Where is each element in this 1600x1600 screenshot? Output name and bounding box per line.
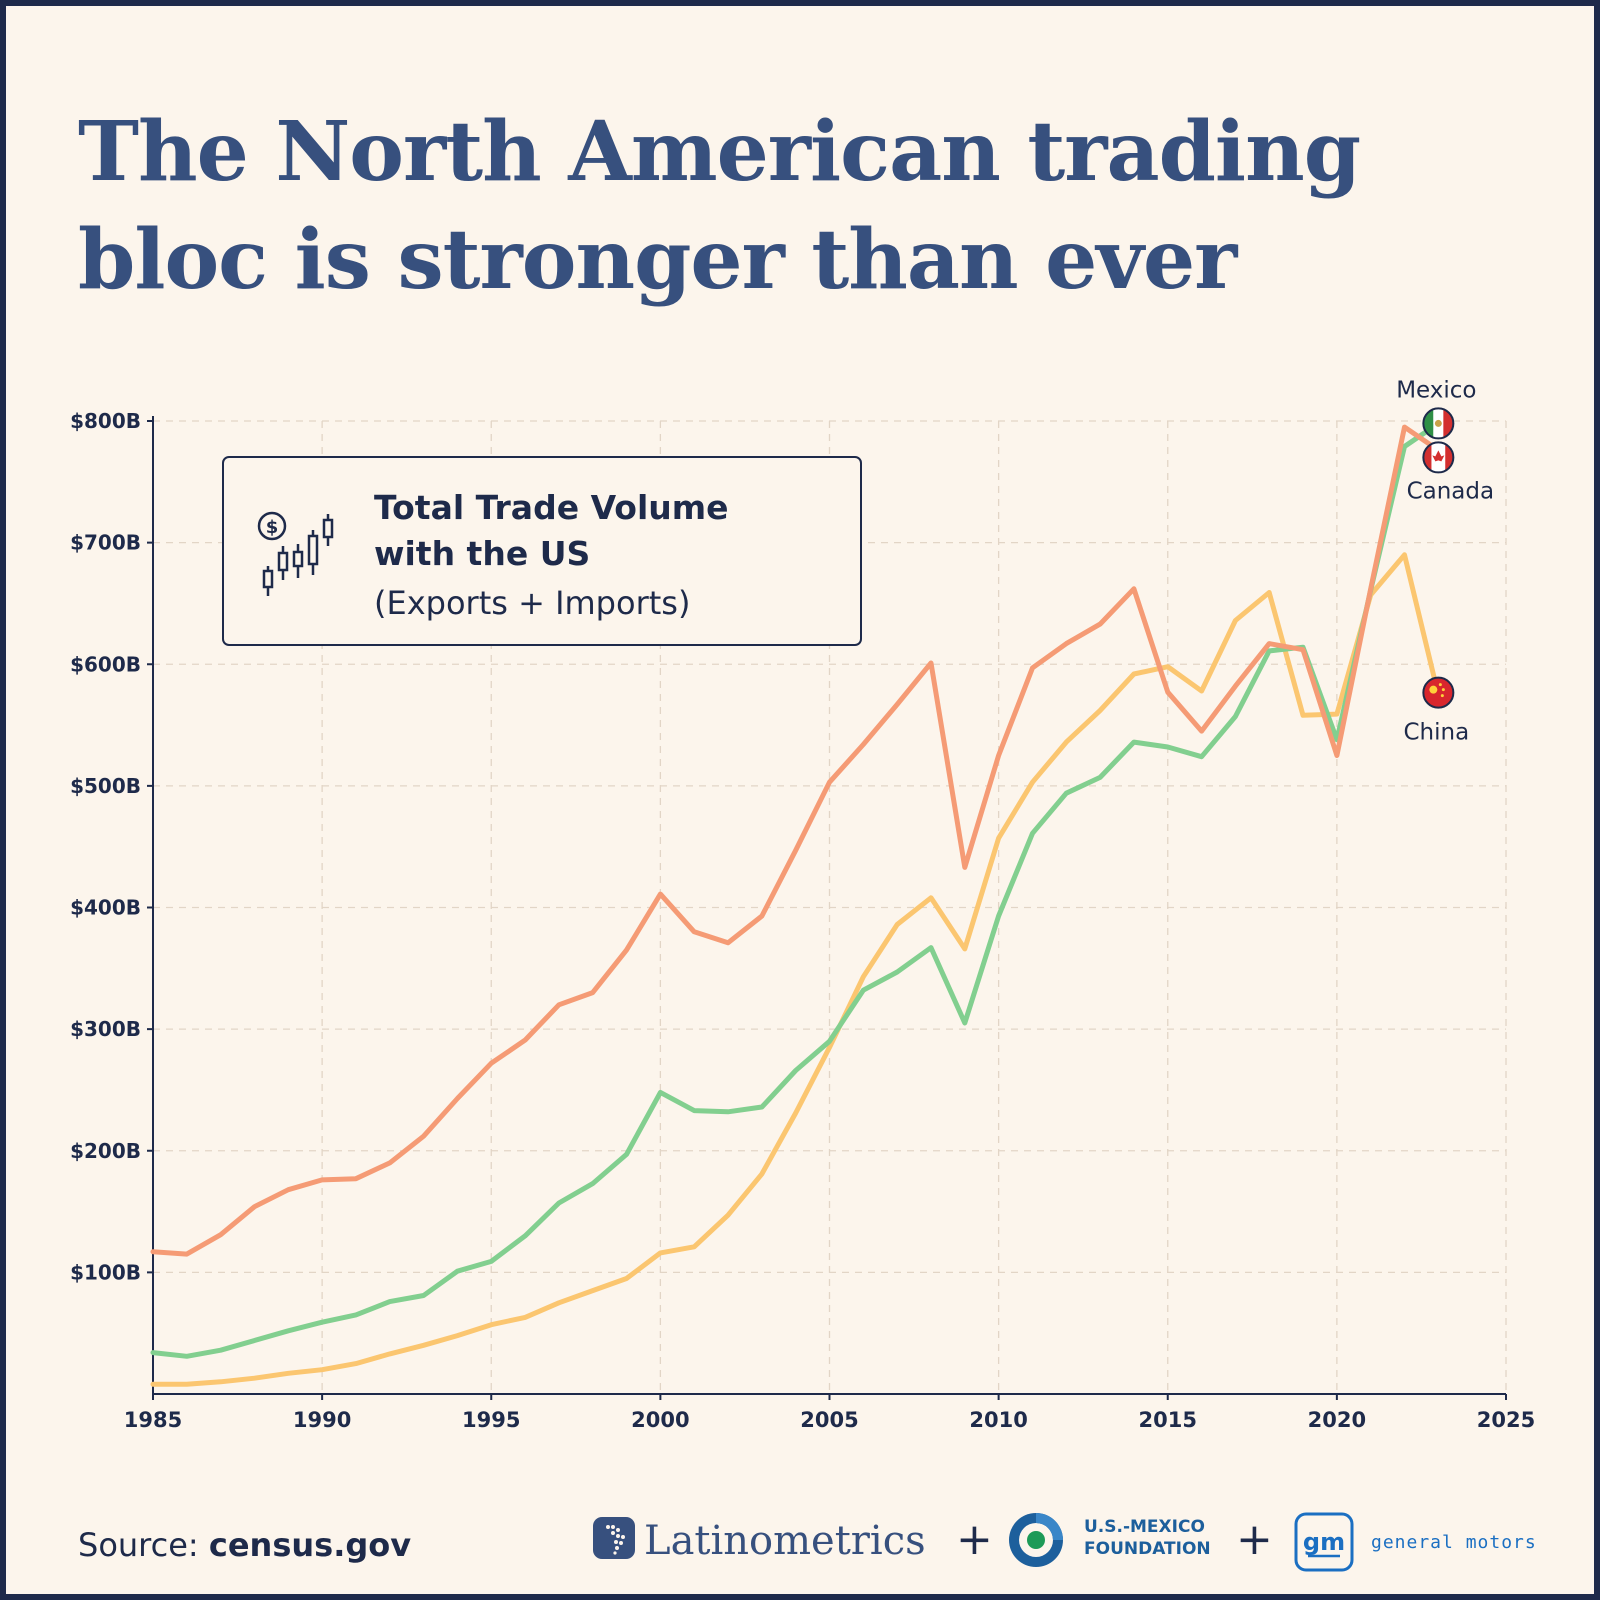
y-tick-label: $700B [70, 531, 141, 555]
svg-text:$: $ [266, 517, 279, 538]
series-line-china [150, 552, 1441, 1387]
legend-subtitle: (Exports + Imports) [374, 584, 691, 622]
axes [147, 416, 1507, 1400]
series-annotations: Mexico Canada China [1396, 377, 1494, 745]
mexico-flag-icon [1422, 407, 1455, 440]
y-tick-label: $500B [70, 774, 141, 798]
china-flag-icon [1422, 676, 1455, 709]
page-title: The North American trading bloc is stron… [78, 104, 1361, 308]
x-tick-label: 2020 [1308, 1408, 1366, 1432]
x-tick-label: 2000 [631, 1408, 689, 1432]
y-tick-label: $400B [70, 896, 141, 920]
usmf-line2: FOUNDATION [1084, 1539, 1211, 1559]
tick-labels: $100B $200B $300B $400B $500B $600B $700B $800B… [70, 409, 1535, 1432]
x-tick-label: 1990 [293, 1408, 351, 1432]
x-tick-label: 1995 [462, 1408, 520, 1432]
legend-box: $ Total Trade Volume with the US (Export… [222, 456, 862, 646]
series-lines [150, 420, 1441, 1387]
series-label-china: China [1403, 720, 1469, 746]
x-tick-label: 1985 [124, 1408, 182, 1432]
gm-mark: gm [1303, 1528, 1345, 1556]
series-label-canada: Canada [1407, 478, 1495, 504]
legend-title-line2: with the US [374, 534, 591, 573]
usmf-logo-text: U.S.-MEXICO FOUNDATION [1084, 1516, 1224, 1560]
legend-title-line1: Total Trade Volume [374, 488, 729, 527]
series-line-canada [150, 424, 1441, 1257]
canada-flag-icon [1422, 441, 1455, 474]
x-tick-label: 2010 [969, 1408, 1027, 1432]
source-label: Source: [78, 1526, 199, 1564]
source-link[interactable]: census.gov [208, 1526, 412, 1564]
latinometrics-logo-text: Latinometrics [644, 1518, 926, 1564]
usmf-line1: U.S.-MEXICO [1084, 1517, 1205, 1537]
candlestick-icon: $ [257, 511, 334, 596]
y-tick-label: $100B [70, 1260, 141, 1284]
y-tick-label: $800B [70, 409, 141, 433]
y-tick-label: $200B [70, 1139, 141, 1163]
gm-logo-text: general motors [1371, 1532, 1537, 1553]
infographic-frame: The North American trading bloc is stron… [6, 6, 1594, 1594]
latinometrics-logo-icon [593, 1517, 635, 1559]
gm-logo-icon: gm [1294, 1512, 1354, 1572]
series-label-mexico: Mexico [1396, 377, 1476, 403]
y-tick-label: $300B [70, 1017, 141, 1041]
plus-sign: + [956, 1514, 993, 1565]
series-line-mexico [150, 420, 1441, 1359]
y-tick-label: $600B [70, 652, 141, 676]
usmf-logo-icon [1009, 1513, 1063, 1567]
x-tick-label: 2015 [1139, 1408, 1197, 1432]
x-tick-label: 2005 [800, 1408, 858, 1432]
plus-sign: + [1236, 1514, 1273, 1565]
source-note: Source: census.gov [78, 1526, 411, 1564]
line-chart: $100B $200B $300B $400B $500B $600B $700B $800B… [70, 377, 1535, 1432]
x-tick-label: 2025 [1477, 1408, 1535, 1432]
